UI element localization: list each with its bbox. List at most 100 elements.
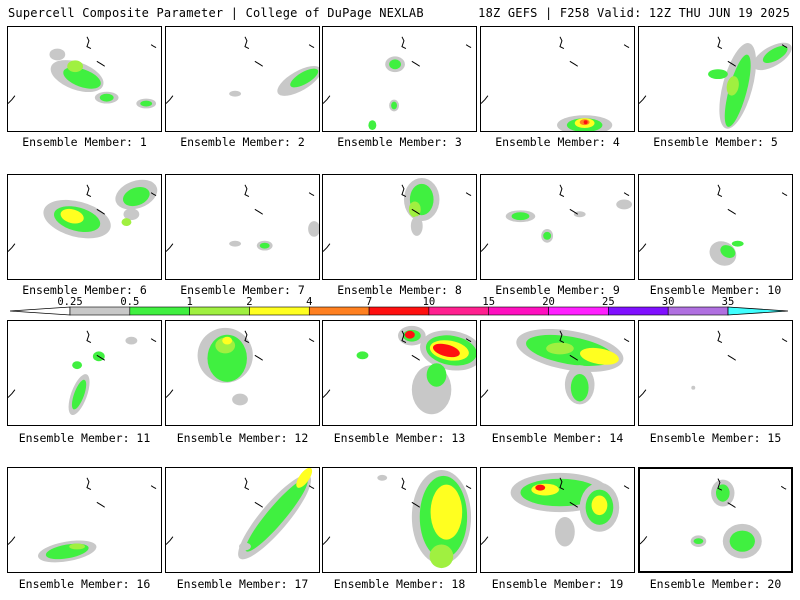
scp-contour-area: [432, 343, 460, 358]
ensemble-member-map-19[interactable]: [480, 467, 635, 573]
ensemble-member-map-17[interactable]: [165, 467, 320, 573]
scp-contour-area: [726, 76, 739, 96]
scale-segment: [129, 306, 190, 316]
ensemble-member-map-4[interactable]: [480, 26, 635, 132]
scp-contour-area: [720, 245, 736, 258]
scp-contour-area: [583, 120, 588, 125]
coastline-segment: [727, 208, 737, 215]
coastline-segment: [86, 477, 92, 491]
coastline-segment: [465, 192, 472, 197]
ensemble-member-map-12[interactable]: [165, 320, 320, 426]
scp-contour-area: [579, 347, 619, 365]
scp-contour-area: [708, 69, 728, 79]
scp-contour-area: [222, 336, 233, 345]
coastline-segment: [727, 354, 737, 361]
coastline-segment: [623, 44, 630, 49]
scp-contour-area: [49, 48, 66, 61]
coastline-segment: [96, 501, 106, 508]
scale-segment: [548, 306, 609, 316]
ensemble-member-label: Ensemble Member: 15: [649, 431, 782, 445]
ensemble-member-label: Ensemble Member: 10: [649, 283, 782, 297]
coastline-segment: [254, 501, 264, 508]
coastline-segment: [323, 243, 331, 252]
ensemble-member-map-1[interactable]: [7, 26, 162, 132]
scp-contour-area: [724, 54, 751, 127]
ensemble-member-label: Ensemble Member: 11: [18, 431, 151, 445]
scp-contour-area: [67, 60, 84, 73]
scale-tick-label: 1: [186, 296, 193, 308]
scp-field-map: [166, 184, 319, 252]
page-title: Supercell Composite Parameter | College …: [8, 6, 424, 20]
scale-segment: [10, 306, 71, 316]
coastline-segment: [465, 44, 472, 49]
coastline-segment: [86, 36, 92, 50]
coastline-segment: [254, 60, 264, 67]
ensemble-member-map-10[interactable]: [638, 174, 793, 280]
scp-contour-area: [591, 495, 608, 516]
coastline-segment: [623, 338, 630, 343]
ensemble-member-map-20[interactable]: [638, 467, 793, 573]
scp-contour-area: [408, 201, 421, 218]
ensemble-member-map-16[interactable]: [7, 467, 162, 573]
color-scale-legend: 0.25 0.5 1 2 4 7 10 15 20 25 30 35: [10, 296, 788, 318]
coastline-segment: [781, 192, 788, 197]
scp-contour-area: [616, 199, 633, 210]
ensemble-member-map-2[interactable]: [165, 26, 320, 132]
coastline-segment: [244, 36, 250, 50]
ensemble-member-map-15[interactable]: [638, 320, 793, 426]
coastline-segment: [639, 389, 647, 398]
ensemble-member-map-9[interactable]: [480, 174, 635, 280]
coastline-segment: [254, 208, 264, 215]
ensemble-member-map-3[interactable]: [322, 26, 477, 132]
scp-contour-area: [429, 544, 454, 569]
scp-contour-area: [555, 517, 575, 547]
coastline-segment: [401, 36, 407, 50]
coastline-segment: [559, 477, 565, 491]
scp-field-map: [323, 469, 472, 569]
coastline-segment: [717, 330, 723, 344]
ensemble-member-label: Ensemble Member: 16: [18, 577, 151, 591]
scale-tick-label: 0.5: [120, 296, 140, 308]
ensemble-member-map-18[interactable]: [322, 467, 477, 573]
scp-field-map: [639, 330, 788, 398]
scale-tick-label: 15: [482, 296, 496, 308]
scale-tick-label: 2: [246, 296, 253, 308]
valid-time-label: 18Z GEFS | F258 Valid: 12Z THU JUN 19 20…: [478, 6, 790, 20]
coastline-segment: [150, 485, 157, 490]
scp-field-map: [323, 325, 476, 415]
coastline-segment: [569, 60, 579, 67]
scp-contour-area: [71, 379, 87, 410]
ensemble-member-label: Ensemble Member: 7: [180, 283, 305, 297]
scp-field-map: [481, 328, 630, 405]
ensemble-member-map-13[interactable]: [322, 320, 477, 426]
coastline-segment: [717, 478, 723, 491]
scp-contour-area: [121, 218, 132, 227]
scp-contour-area: [389, 59, 401, 70]
scp-contour-area: [63, 67, 101, 89]
ensemble-member-map-6[interactable]: [7, 174, 162, 280]
scp-field-map: [166, 468, 315, 560]
coastline-segment: [308, 44, 315, 49]
ensemble-member-label: Ensemble Member: 12: [176, 431, 309, 445]
ensemble-member-label: Ensemble Member: 2: [180, 135, 305, 149]
ensemble-member-map-5[interactable]: [638, 26, 793, 132]
scale-segment: [727, 306, 788, 316]
coastline-segment: [244, 330, 250, 344]
coastline-segment: [465, 485, 472, 490]
scp-contour-area: [296, 468, 313, 488]
scp-field-map: [481, 184, 633, 252]
coastline-segment: [244, 477, 250, 491]
ensemble-member-map-8[interactable]: [322, 174, 477, 280]
coastline-segment: [150, 338, 157, 343]
coastline-segment: [254, 354, 264, 361]
scale-tick-label: 30: [661, 296, 675, 308]
scp-contour-area: [762, 45, 788, 64]
ensemble-member-map-14[interactable]: [480, 320, 635, 426]
scale-segment: [488, 306, 549, 316]
coastline-segment: [481, 95, 489, 104]
ensemble-member-map-7[interactable]: [165, 174, 320, 280]
ensemble-member-map-11[interactable]: [7, 320, 162, 426]
coastline-segment: [569, 501, 579, 508]
scp-contour-area: [239, 542, 251, 551]
coastline-segment: [323, 389, 331, 398]
